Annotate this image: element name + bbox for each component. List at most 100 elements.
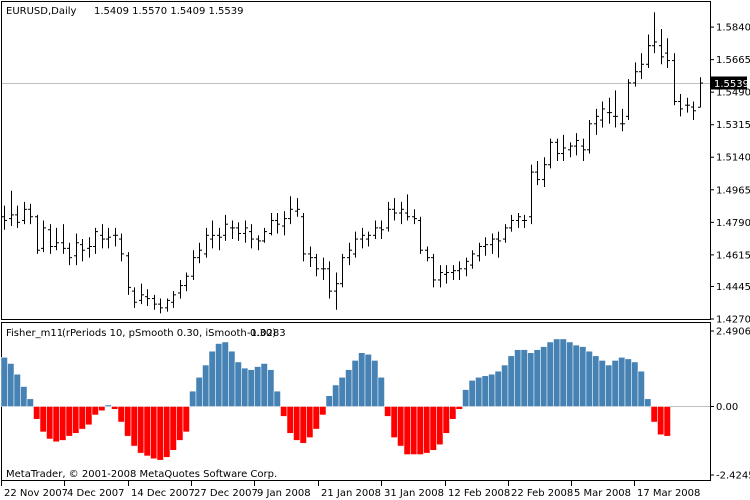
histogram-bar-negative bbox=[98, 406, 106, 411]
price-bar bbox=[282, 211, 287, 236]
histogram-bar-positive bbox=[598, 360, 606, 407]
price-bar bbox=[165, 298, 170, 312]
price-bar bbox=[353, 231, 358, 258]
price-bar bbox=[438, 265, 443, 288]
price-bar bbox=[698, 77, 703, 108]
price-bar bbox=[106, 227, 111, 249]
histogram-bar-negative bbox=[416, 406, 424, 455]
histogram-bar-positive bbox=[260, 363, 268, 407]
price-bar bbox=[425, 246, 430, 262]
price-bars bbox=[2, 12, 703, 314]
price-bar bbox=[171, 291, 176, 308]
price-tick-label: 1.4615 bbox=[716, 250, 750, 261]
histogram-bar-positive bbox=[546, 341, 554, 407]
price-bar bbox=[67, 242, 72, 266]
price-bar bbox=[295, 198, 300, 217]
histogram-bar-positive bbox=[507, 355, 515, 407]
price-bar bbox=[503, 224, 508, 243]
histogram-bar-positive bbox=[247, 369, 255, 407]
histogram-bar-positive bbox=[481, 375, 489, 407]
price-bar bbox=[490, 233, 495, 254]
price-bar bbox=[275, 213, 280, 234]
price-bar bbox=[93, 227, 98, 254]
indicator-axis: 2.4906 0.00 -2.4245 bbox=[710, 327, 750, 482]
price-bar bbox=[22, 201, 27, 225]
histogram-bar-negative bbox=[33, 406, 41, 420]
histogram-bar-positive bbox=[462, 389, 470, 407]
symbol-label: EURUSD,Daily bbox=[6, 6, 77, 17]
price-bar bbox=[100, 224, 105, 249]
price-bar bbox=[35, 214, 40, 254]
price-bar bbox=[399, 201, 404, 225]
price-bar bbox=[451, 265, 456, 280]
indicator-params: (rPeriods 10, pSmooth 0.30, iSmooth 0.30… bbox=[62, 328, 276, 339]
histogram-bar-negative bbox=[182, 406, 190, 433]
histogram-bar-negative bbox=[117, 406, 125, 423]
histogram-bar-positive bbox=[202, 364, 210, 407]
histogram-bar-positive bbox=[611, 360, 619, 407]
histogram-bar-positive bbox=[26, 398, 34, 407]
histogram-bar-positive bbox=[631, 361, 639, 407]
histogram-bar-positive bbox=[241, 367, 249, 407]
price-bar bbox=[191, 250, 196, 280]
histogram-bar-positive bbox=[618, 357, 626, 407]
histogram-bar-positive bbox=[208, 350, 216, 407]
histogram-bar-negative bbox=[280, 406, 288, 417]
histogram-bar-negative bbox=[403, 406, 411, 455]
price-bar bbox=[223, 214, 228, 241]
price-bar bbox=[158, 298, 163, 314]
indicator-tick-label: 0.00 bbox=[716, 402, 738, 413]
price-tick-label: 1.5140 bbox=[716, 153, 750, 164]
price-bar bbox=[659, 28, 664, 65]
price-bar bbox=[464, 257, 469, 277]
histogram-bar-negative bbox=[423, 406, 431, 454]
time-tick-label: 27 Dec 2007 bbox=[194, 488, 258, 499]
histogram-bar-positive bbox=[195, 377, 203, 407]
price-bar bbox=[522, 214, 527, 228]
price-bar bbox=[646, 34, 651, 69]
price-bar bbox=[516, 213, 521, 228]
histogram-bar-positive bbox=[228, 350, 236, 407]
histogram-bar-positive bbox=[624, 358, 632, 407]
histogram-bar-positive bbox=[215, 343, 223, 407]
price-bar bbox=[594, 108, 599, 135]
histogram-bar-positive bbox=[644, 398, 652, 407]
price-bar bbox=[568, 142, 573, 158]
histogram-bar-negative bbox=[410, 406, 418, 455]
histogram-bar-positive bbox=[13, 373, 21, 407]
indicator-tick-label: 2.4906 bbox=[716, 327, 750, 338]
price-tick-label: 1.4445 bbox=[716, 282, 750, 293]
price-bar bbox=[113, 227, 118, 247]
time-tick-label: 22 Nov 2007 bbox=[4, 488, 68, 499]
histogram-bar-positive bbox=[566, 341, 574, 407]
histogram-bar-positive bbox=[527, 352, 535, 407]
histogram-bar-negative bbox=[436, 406, 444, 445]
time-tick-label: 12 Feb 2008 bbox=[448, 488, 510, 499]
histogram-bar-negative bbox=[143, 406, 151, 457]
price-bar bbox=[340, 253, 345, 288]
price-bar bbox=[360, 227, 365, 249]
histogram-bar-negative bbox=[390, 406, 398, 438]
ohlc-values: 1.5409 1.5570 1.5409 1.5539 bbox=[94, 6, 244, 17]
histogram-bar-positive bbox=[559, 338, 567, 407]
price-bar bbox=[678, 94, 683, 117]
price-bar bbox=[236, 222, 241, 241]
price-bar bbox=[80, 239, 85, 262]
histogram-bar-negative bbox=[130, 406, 138, 447]
histogram-bar-negative bbox=[384, 406, 392, 417]
price-bar bbox=[652, 12, 657, 54]
time-tick-label: 21 Jan 2008 bbox=[321, 488, 381, 499]
price-tick-label: 1.5490 bbox=[716, 88, 750, 99]
histogram-bar-negative bbox=[163, 406, 171, 458]
histogram-bar-positive bbox=[585, 350, 593, 407]
histogram-bar-negative bbox=[650, 406, 658, 423]
price-bar bbox=[639, 53, 644, 80]
time-tick-label: 31 Jan 2008 bbox=[384, 488, 444, 499]
price-bar bbox=[347, 242, 352, 266]
histogram-bar-positive bbox=[254, 366, 262, 407]
histogram-bar-negative bbox=[657, 406, 665, 436]
price-bar bbox=[243, 220, 248, 243]
histogram-bar-negative bbox=[319, 406, 327, 416]
time-tick-label: 17 Mar 2008 bbox=[637, 488, 700, 499]
price-bar bbox=[373, 220, 378, 240]
